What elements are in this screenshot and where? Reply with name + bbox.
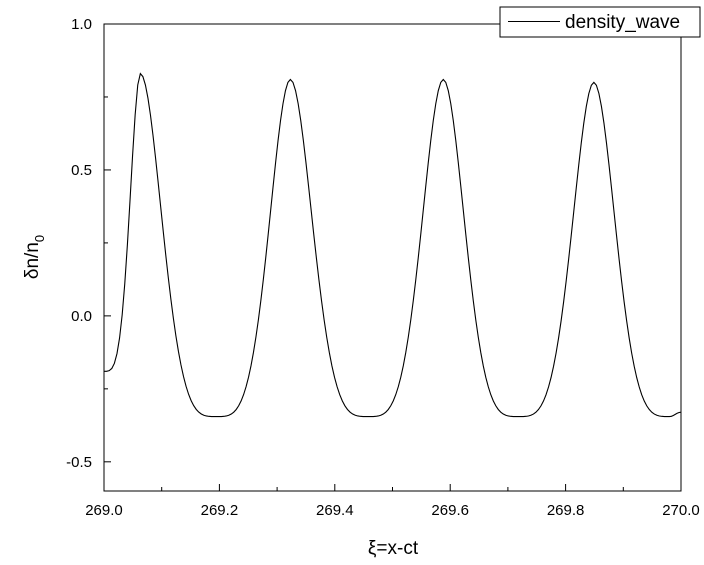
svg-text:δn/n0: δn/n0 (22, 235, 47, 279)
x-tick-label: 270.0 (662, 502, 700, 519)
plot-frame (103, 23, 682, 492)
y-axis-title-main: δn/n (22, 242, 43, 279)
x-tick-label: 269.0 (85, 502, 123, 519)
y-tick-label: -0.5 (66, 454, 92, 471)
x-tick-label: 269.6 (431, 502, 469, 519)
legend: density_wave (499, 6, 701, 38)
y-axis-ticks: -0.5 0.0 0.5 1.0 (66, 16, 111, 471)
y-axis-title-subscript: 0 (32, 235, 47, 242)
x-tick-label: 269.8 (547, 502, 585, 519)
y-tick-label: 0.5 (71, 162, 92, 179)
x-axis-title: ξ=x-ct (368, 538, 419, 559)
legend-label: density_wave (565, 12, 680, 33)
x-axis-ticks: 269.0 269.2 269.4 269.6 269.8 270.0 (85, 484, 700, 519)
y-axis-title: δn/n0 (22, 235, 47, 279)
x-tick-label: 269.2 (201, 502, 239, 519)
y-tick-label: 0.0 (71, 308, 92, 325)
x-tick-label: 269.4 (316, 502, 354, 519)
y-tick-label: 1.0 (71, 16, 92, 33)
series-line-density-wave (103, 72, 682, 418)
